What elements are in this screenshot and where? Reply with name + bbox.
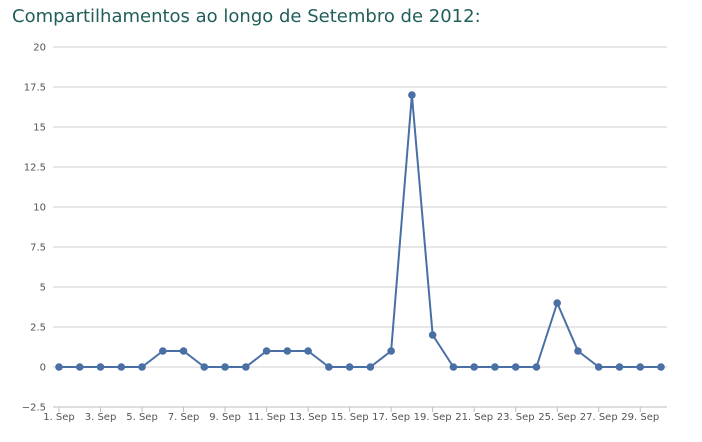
- data-point: [657, 363, 665, 371]
- series-line: [59, 94, 661, 368]
- data-point: [242, 363, 250, 371]
- data-point: [55, 363, 63, 371]
- data-point: [532, 363, 541, 371]
- data-point: [366, 363, 375, 371]
- x-tick-label: 21. Sep: [455, 412, 493, 423]
- data-point: [511, 363, 520, 371]
- data-point: [387, 347, 395, 355]
- data-point: [283, 347, 292, 355]
- y-tick-label: 2.5: [30, 323, 46, 334]
- x-tick-label: 25. Sep: [538, 412, 576, 423]
- chart-title: Compartilhamentos ao longo de Setembro d…: [12, 6, 481, 27]
- x-tick-label: 11. Sep: [248, 412, 286, 423]
- data-point: [325, 363, 333, 371]
- x-tick-label: 29. Sep: [621, 412, 659, 423]
- y-tick-label: −2.5: [22, 403, 46, 414]
- x-axis-tick-labels: 1. Sep 3. Sep 5. Sep 7. Sep 9. Sep 11. Sep 13.…: [43, 407, 659, 423]
- data-point: [470, 363, 478, 371]
- data-point: [158, 347, 167, 355]
- x-tick-label: 23. Sep: [497, 412, 535, 423]
- x-tick-label: 17. Sep: [372, 412, 410, 423]
- y-tick-label: 15: [33, 123, 46, 134]
- series-line-layer: [59, 94, 661, 368]
- data-point: [491, 363, 499, 371]
- x-tick-label: 13. Sep: [289, 412, 327, 423]
- y-tick-label: 20: [33, 43, 46, 54]
- data-point: [574, 347, 582, 355]
- x-tick-label: 5. Sep: [126, 412, 158, 423]
- x-tick-label: 15. Sep: [331, 412, 369, 423]
- gridlines: [53, 46, 667, 408]
- y-tick-label: 7.5: [30, 243, 46, 254]
- y-axis-tick-labels: −2.5 0 2.5 5 7.5 10 12.5 15 17.5 20: [22, 43, 46, 414]
- y-tick-label: 5: [40, 283, 46, 294]
- y-tick-label: 0: [40, 363, 46, 374]
- x-tick-label: 1. Sep: [43, 412, 75, 423]
- data-point: [96, 363, 105, 371]
- data-point: [221, 363, 229, 371]
- data-point: [200, 363, 209, 371]
- data-point: [304, 347, 312, 355]
- data-point: [262, 347, 271, 355]
- data-point: [408, 91, 416, 99]
- y-tick-label: 10: [33, 203, 46, 214]
- data-point: [449, 363, 458, 371]
- data-point: [636, 363, 645, 371]
- data-points: [55, 91, 665, 371]
- data-point: [615, 363, 624, 371]
- x-tick-label: 7. Sep: [168, 412, 200, 423]
- data-point: [345, 363, 354, 371]
- y-tick-label: 17.5: [24, 83, 46, 94]
- data-point: [428, 331, 437, 339]
- x-tick-label: 27. Sep: [580, 412, 618, 423]
- data-point: [594, 363, 603, 371]
- data-point: [75, 363, 84, 371]
- data-point: [117, 363, 126, 371]
- data-point: [179, 347, 188, 355]
- x-tick-label: 3. Sep: [85, 412, 117, 423]
- y-tick-label: 12.5: [24, 163, 46, 174]
- x-tick-label: 9. Sep: [209, 412, 241, 423]
- data-point: [553, 299, 562, 307]
- x-tick-label: 19. Sep: [414, 412, 452, 423]
- data-point: [138, 363, 146, 371]
